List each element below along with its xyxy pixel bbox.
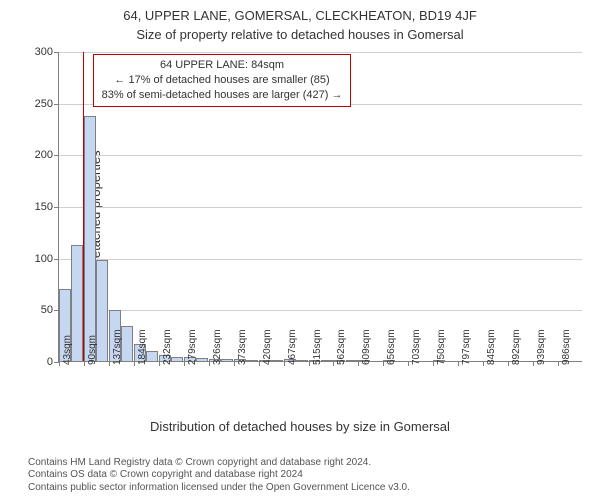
footer-line: Contains public sector information licen… (28, 482, 410, 495)
info-box-line: 83% of semi-detached houses are larger (… (102, 88, 343, 103)
y-tick-label: 200 (35, 149, 59, 161)
bar (84, 116, 96, 361)
footer-line: Contains HM Land Registry data © Crown c… (28, 457, 410, 470)
property-marker-line (83, 52, 84, 361)
chart-subtitle: Size of property relative to detached ho… (0, 23, 600, 42)
y-tick-label: 150 (35, 201, 59, 213)
x-tick-label: 562sqm (336, 326, 347, 365)
x-tick-label: 232sqm (162, 326, 173, 365)
x-tick (59, 361, 60, 366)
x-axis-label: Distribution of detached houses by size … (0, 419, 600, 434)
y-tick-label: 250 (35, 98, 59, 110)
x-tick-label: 373sqm (237, 326, 248, 365)
x-tick-label: 326sqm (212, 326, 223, 365)
x-tick (309, 361, 310, 366)
x-tick-label: 279sqm (187, 326, 198, 365)
x-tick-label: 90sqm (87, 332, 98, 365)
x-tick-label: 467sqm (287, 326, 298, 365)
x-tick (209, 361, 210, 366)
x-tick-label: 797sqm (461, 326, 472, 365)
gridline (59, 155, 582, 156)
y-tick-label: 50 (41, 304, 59, 316)
gridline (59, 52, 582, 53)
x-tick (483, 361, 484, 366)
property-info-box: 64 UPPER LANE: 84sqm← 17% of detached ho… (93, 54, 352, 107)
info-box-line: ← 17% of detached houses are smaller (85… (102, 73, 343, 88)
x-tick-label: 892sqm (511, 326, 522, 365)
x-tick (184, 361, 185, 366)
info-box-line: 64 UPPER LANE: 84sqm (102, 58, 343, 73)
chart-container: Number of detached properties 0501001502… (0, 44, 600, 436)
bar (96, 260, 108, 361)
gridline (59, 259, 582, 260)
x-tick (358, 361, 359, 366)
x-tick (458, 361, 459, 366)
x-tick-label: 750sqm (436, 326, 447, 365)
x-tick-label: 656sqm (386, 326, 397, 365)
x-tick-label: 515sqm (312, 326, 323, 365)
gridline (59, 207, 582, 208)
attribution-footer: Contains HM Land Registry data © Crown c… (28, 457, 410, 495)
y-tick-label: 0 (47, 356, 59, 368)
x-tick (433, 361, 434, 366)
y-tick-label: 300 (35, 46, 59, 58)
x-tick-label: 986sqm (561, 326, 572, 365)
x-tick-label: 420sqm (262, 326, 273, 365)
x-tick-label: 43sqm (62, 332, 73, 365)
x-tick (159, 361, 160, 366)
x-tick (109, 361, 110, 366)
x-tick (508, 361, 509, 366)
x-tick (408, 361, 409, 366)
x-tick (234, 361, 235, 366)
x-tick-label: 845sqm (486, 326, 497, 365)
x-tick (284, 361, 285, 366)
x-tick (84, 361, 85, 366)
x-tick (533, 361, 534, 366)
bar (171, 357, 183, 361)
bar (346, 360, 358, 361)
x-tick (558, 361, 559, 366)
x-tick (383, 361, 384, 366)
x-tick-label: 184sqm (137, 326, 148, 365)
bar (196, 358, 208, 361)
x-tick (333, 361, 334, 366)
x-tick (134, 361, 135, 366)
bar (146, 351, 158, 361)
plot-area: 05010015020025030043sqm90sqm137sqm184sqm… (58, 52, 582, 362)
x-tick-label: 137sqm (112, 326, 123, 365)
x-tick-label: 939sqm (536, 326, 547, 365)
x-tick-label: 609sqm (361, 326, 372, 365)
gridline (59, 310, 582, 311)
x-tick-label: 703sqm (411, 326, 422, 365)
bar (121, 326, 133, 361)
y-tick-label: 100 (35, 253, 59, 265)
footer-line: Contains OS data © Crown copyright and d… (28, 469, 410, 482)
chart-main-title: 64, UPPER LANE, GOMERSAL, CLECKHEATON, B… (0, 0, 600, 23)
x-tick (259, 361, 260, 366)
